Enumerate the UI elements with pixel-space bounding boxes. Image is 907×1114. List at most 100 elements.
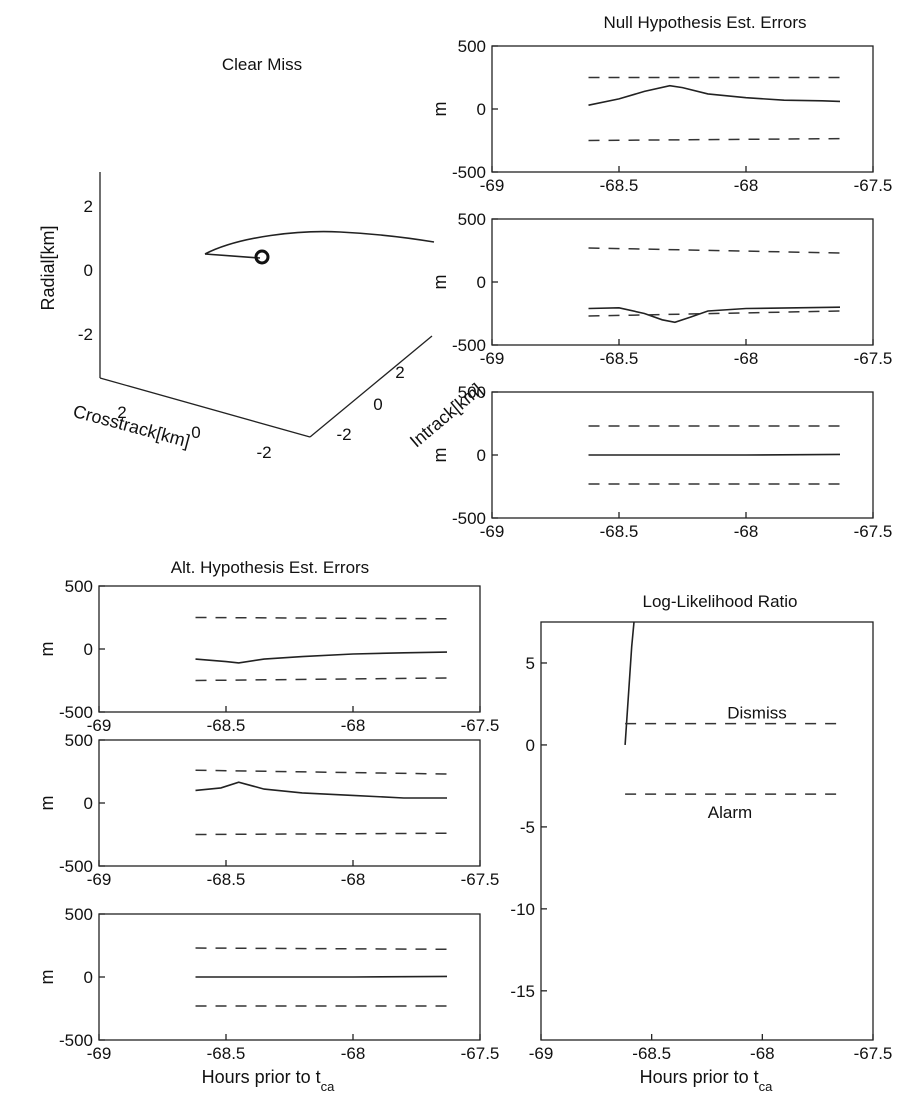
alt_1-xtick-label-1: -68.5 (207, 716, 246, 735)
llr-xlabel: Hours prior to tca (640, 1067, 774, 1094)
alt_3-ytick-label-2: -500 (59, 1031, 93, 1050)
alt_1-upper-bound (195, 616, 447, 620)
radial-tick-3: -2 (78, 325, 93, 344)
llr-xtick-label-2: -68 (750, 1044, 775, 1063)
trajectory-upper (204, 230, 435, 255)
alt_1-xtick-label-2: -68 (341, 716, 366, 735)
alt_2-ytick-label-2: -500 (59, 857, 93, 876)
radial-axis-label: Radial[km] (38, 225, 58, 310)
llr-alarm-label: Alarm (708, 803, 752, 822)
null_1-xtick-label-3: -67.5 (854, 176, 893, 195)
crosstrack-axis-label: Crosstrack[km] (71, 401, 192, 451)
null_2-xtick-label-1: -68.5 (600, 349, 639, 368)
null_1-ytick-label-2: -500 (452, 163, 486, 182)
crosstrack-tick-3: -2 (256, 443, 271, 462)
alt_3-ytick-label-1: 0 (84, 968, 93, 987)
intrack-tick-1: 2 (395, 363, 404, 382)
null_1-lower-bound (588, 137, 840, 142)
crosstrack-axis-line (99, 377, 311, 438)
alt_1-ytick-label-1: 0 (84, 640, 93, 659)
null_3-ytick-label-2: -500 (452, 509, 486, 528)
llr-frame (540, 621, 874, 1041)
null_2-lower-bound (588, 310, 840, 317)
null_3-xtick-label-2: -68 (734, 522, 759, 541)
alt_1-error-line (195, 651, 448, 664)
alt_1-ytick-label-0: 500 (65, 577, 93, 596)
alt_1-ytick-label-2: -500 (59, 703, 93, 722)
alt-xlabel-main: Hours prior to t (202, 1067, 321, 1087)
null_2-ytick-label-0: 500 (458, 210, 486, 229)
alt_2-ytick-label-0: 500 (65, 731, 93, 750)
llr-ytick-label-2: -5 (520, 818, 535, 837)
alt_3-xtick-label-0: -69 (87, 1044, 112, 1063)
null_1-xtick-label-0: -69 (480, 176, 505, 195)
crosstrack-tick-1: 2 (117, 403, 126, 422)
null_3-ytick-label-1: 0 (477, 446, 486, 465)
alt_2-lower-bound (195, 832, 447, 836)
alt_2-ytick-label-1: 0 (84, 794, 93, 813)
alt_2-xtick-label-2: -68 (341, 870, 366, 889)
alt_2-ylabel: m (37, 796, 57, 811)
null_3-xtick-label-1: -68.5 (600, 522, 639, 541)
alt_2-error-line (195, 781, 447, 799)
null_1-ytick-label-0: 500 (458, 37, 486, 56)
llr-xtick-label-3: -67.5 (854, 1044, 893, 1063)
alt_2-xtick-label-0: -69 (87, 870, 112, 889)
llr-title: Log-Likelihood Ratio (643, 592, 798, 611)
null_3-xtick-label-3: -67.5 (854, 522, 893, 541)
alt_2-xtick-label-1: -68.5 (207, 870, 246, 889)
null_1-error-line (588, 84, 841, 106)
null_3-xtick-label-0: -69 (480, 522, 505, 541)
llr-ratio-line (624, 621, 635, 745)
alt_3-xtick-label-2: -68 (341, 1044, 366, 1063)
null_1-frame (491, 45, 874, 173)
null_2-xtick-label-2: -68 (734, 349, 759, 368)
alt_3-xtick-label-1: -68.5 (207, 1044, 246, 1063)
null_2-frame (491, 218, 874, 346)
null_3-ylabel: m (430, 448, 450, 463)
alt_2-frame (98, 739, 481, 867)
alt_2-xtick-label-3: -67.5 (461, 870, 500, 889)
clear-miss-panel: Clear Miss 2 0 -2 Radial[km] 2 0 -2 Cros… (38, 55, 486, 462)
llr-ytick-label-4: -15 (510, 982, 535, 1001)
null_3-error-line (588, 453, 841, 456)
llr-ytick-label-0: 5 (526, 654, 535, 673)
alt_3-xtick-label-3: -67.5 (461, 1044, 500, 1063)
alt_3-upper-bound (195, 947, 447, 951)
alt_2-upper-bound (195, 769, 447, 775)
null_2-ytick-label-1: 0 (477, 273, 486, 292)
crosstrack-tick-2: 0 (191, 423, 200, 442)
alt_3-ytick-label-0: 500 (65, 905, 93, 924)
llr-ytick-label-1: 0 (526, 736, 535, 755)
trajectory-lower (204, 253, 261, 259)
null_2-xtick-label-0: -69 (480, 349, 505, 368)
llr-xlabel-sub: ca (759, 1079, 774, 1094)
llr-xtick-label-1: -68.5 (632, 1044, 671, 1063)
null_1-xtick-label-1: -68.5 (600, 176, 639, 195)
null_3-ytick-label-0: 500 (458, 383, 486, 402)
miss-point-marker (254, 249, 270, 265)
alt_1-xtick-label-0: -69 (87, 716, 112, 735)
null_1-ytick-label-1: 0 (477, 100, 486, 119)
alt-xlabel: Hours prior to tca (202, 1067, 336, 1094)
clear-miss-title: Clear Miss (222, 55, 302, 74)
llr-dismiss-label: Dismiss (727, 704, 787, 723)
alt_3-ylabel: m (37, 970, 57, 985)
null_2-xtick-label-3: -67.5 (854, 349, 893, 368)
alt_1-ylabel: m (37, 642, 57, 657)
null_2-ylabel: m (430, 275, 450, 290)
null_1-xtick-label-2: -68 (734, 176, 759, 195)
null_1-ylabel: m (430, 102, 450, 117)
null-hypothesis-title: Null Hypothesis Est. Errors (603, 13, 806, 32)
alt-hypothesis-title: Alt. Hypothesis Est. Errors (171, 558, 369, 577)
alt-xlabel-sub: ca (321, 1079, 336, 1094)
null_2-upper-bound (588, 247, 840, 254)
null_2-ytick-label-2: -500 (452, 336, 486, 355)
intrack-tick-2: 0 (373, 395, 382, 414)
alt_1-frame (98, 585, 481, 713)
llr-xlabel-main: Hours prior to t (640, 1067, 759, 1087)
radial-tick-2: 0 (84, 261, 93, 280)
radial-tick-1: 2 (84, 197, 93, 216)
